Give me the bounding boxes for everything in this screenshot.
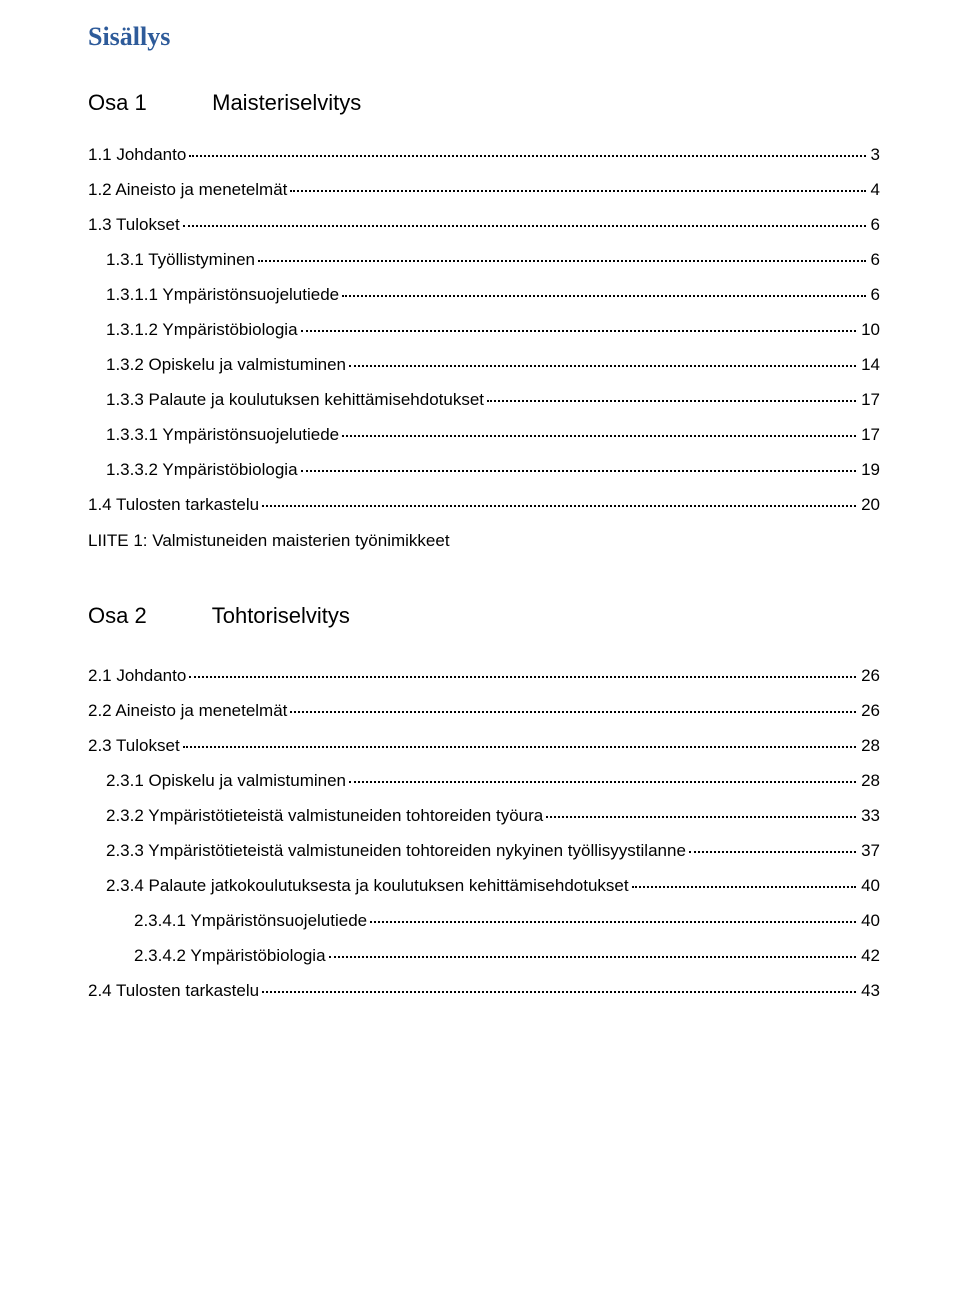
toc-label: 2.3 Tulokset <box>88 737 180 754</box>
toc-row: 2.3.4.1 Ympäristönsuojelutiede 40 <box>88 912 880 929</box>
section-2-num: Osa 2 <box>88 603 206 629</box>
toc-dots <box>349 780 856 783</box>
toc-row: 1.1 Johdanto 3 <box>88 146 880 163</box>
toc-dots <box>258 259 866 262</box>
toc-label: 1.3.2 Opiskelu ja valmistuminen <box>106 356 346 373</box>
page-title: Sisällys <box>88 22 880 52</box>
toc-dots <box>189 154 865 157</box>
toc-dots <box>689 850 856 853</box>
appendix-line: LIITE 1: Valmistuneiden maisterien työni… <box>88 531 880 551</box>
toc-label: 2.3.3 Ympäristötieteistä valmistuneiden … <box>106 842 686 859</box>
toc-row: 1.3.3.1 Ympäristönsuojelutiede 17 <box>88 426 880 443</box>
toc-label: 2.3.1 Opiskelu ja valmistuminen <box>106 772 346 789</box>
toc-page: 17 <box>859 426 880 443</box>
toc-label: 2.2 Aineisto ja menetelmät <box>88 702 287 719</box>
toc-page: 37 <box>859 842 880 859</box>
toc-row: 2.3.4.2 Ympäristöbiologia 42 <box>88 947 880 964</box>
toc-label: 1.3.3.2 Ympäristöbiologia <box>106 461 298 478</box>
toc-section-1: 1.1 Johdanto 3 1.2 Aineisto ja menetelmät… <box>88 146 880 513</box>
toc-row: 2.2 Aineisto ja menetelmät 26 <box>88 702 880 719</box>
toc-page: 40 <box>859 912 880 929</box>
toc-page: 19 <box>859 461 880 478</box>
toc-page: 3 <box>869 146 880 163</box>
toc-label: 1.3.3.1 Ympäristönsuojelutiede <box>106 426 339 443</box>
toc-dots <box>342 434 856 437</box>
toc-dots <box>290 189 865 192</box>
page: Sisällys Osa 1 Maisteriselvitys 1.1 Johd… <box>0 0 960 1057</box>
toc-row: 1.3.2 Opiskelu ja valmistuminen 14 <box>88 356 880 373</box>
toc-dots <box>329 955 857 958</box>
toc-label: 1.3 Tulokset <box>88 216 180 233</box>
toc-label: 1.1 Johdanto <box>88 146 186 163</box>
toc-row: 1.3.3 Palaute ja koulutuksen kehittämise… <box>88 391 880 408</box>
toc-label: 1.3.3 Palaute ja koulutuksen kehittämise… <box>106 391 484 408</box>
toc-page: 20 <box>859 496 880 513</box>
section-1-title: Maisteriselvitys <box>212 90 361 115</box>
section-1-num: Osa 1 <box>88 90 206 116</box>
section-2-title: Tohtoriselvitys <box>212 603 350 628</box>
section-1-heading: Osa 1 Maisteriselvitys <box>88 90 880 116</box>
toc-row: 2.3.1 Opiskelu ja valmistuminen 28 <box>88 772 880 789</box>
toc-page: 14 <box>859 356 880 373</box>
toc-dots <box>262 990 856 993</box>
toc-page: 4 <box>869 181 880 198</box>
toc-label: 2.3.4.2 Ympäristöbiologia <box>134 947 326 964</box>
toc-label: 1.4 Tulosten tarkastelu <box>88 496 259 513</box>
toc-label: 2.3.2 Ympäristötieteistä valmistuneiden … <box>106 807 543 824</box>
toc-row: 1.4 Tulosten tarkastelu 20 <box>88 496 880 513</box>
toc-row: 2.3.2 Ympäristötieteistä valmistuneiden … <box>88 807 880 824</box>
toc-row: 2.1 Johdanto 26 <box>88 667 880 684</box>
toc-page: 6 <box>869 286 880 303</box>
toc-row: 2.3 Tulokset 28 <box>88 737 880 754</box>
toc-dots <box>189 675 856 678</box>
toc-page: 33 <box>859 807 880 824</box>
toc-page: 17 <box>859 391 880 408</box>
toc-row: 1.3.1 Työllistyminen 6 <box>88 251 880 268</box>
toc-page: 10 <box>859 321 880 338</box>
toc-dots <box>487 399 856 402</box>
toc-page: 28 <box>859 772 880 789</box>
toc-dots <box>632 885 856 888</box>
toc-page: 43 <box>859 982 880 999</box>
toc-page: 40 <box>859 877 880 894</box>
toc-row: 1.3 Tulokset 6 <box>88 216 880 233</box>
toc-page: 28 <box>859 737 880 754</box>
toc-page: 42 <box>859 947 880 964</box>
toc-row: 2.3.3 Ympäristötieteistä valmistuneiden … <box>88 842 880 859</box>
toc-dots <box>342 294 865 297</box>
toc-label: 1.3.1 Työllistyminen <box>106 251 255 268</box>
toc-row: 1.3.1.2 Ympäristöbiologia 10 <box>88 321 880 338</box>
toc-page: 6 <box>869 251 880 268</box>
toc-dots <box>349 364 856 367</box>
toc-label: 2.1 Johdanto <box>88 667 186 684</box>
toc-row: 1.3.3.2 Ympäristöbiologia 19 <box>88 461 880 478</box>
toc-page: 26 <box>859 667 880 684</box>
toc-page: 26 <box>859 702 880 719</box>
toc-dots <box>262 504 856 507</box>
toc-dots <box>370 920 856 923</box>
toc-label: 1.2 Aineisto ja menetelmät <box>88 181 287 198</box>
toc-page: 6 <box>869 216 880 233</box>
toc-row: 1.3.1.1 Ympäristönsuojelutiede 6 <box>88 286 880 303</box>
toc-label: 2.3.4.1 Ympäristönsuojelutiede <box>134 912 367 929</box>
toc-label: 2.4 Tulosten tarkastelu <box>88 982 259 999</box>
section-2-heading: Osa 2 Tohtoriselvitys <box>88 603 880 629</box>
toc-dots <box>183 224 866 227</box>
toc-label: 2.3.4 Palaute jatkokoulutuksesta ja koul… <box>106 877 629 894</box>
toc-dots <box>301 469 857 472</box>
toc-label: 1.3.1.2 Ympäristöbiologia <box>106 321 298 338</box>
toc-row: 2.4 Tulosten tarkastelu 43 <box>88 982 880 999</box>
toc-dots <box>183 745 856 748</box>
toc-row: 2.3.4 Palaute jatkokoulutuksesta ja koul… <box>88 877 880 894</box>
toc-row: 1.2 Aineisto ja menetelmät 4 <box>88 181 880 198</box>
toc-section-2: 2.1 Johdanto 262.2 Aineisto ja menetelmä… <box>88 667 880 999</box>
toc-dots <box>301 329 857 332</box>
toc-dots <box>546 815 856 818</box>
toc-label: 1.3.1.1 Ympäristönsuojelutiede <box>106 286 339 303</box>
toc-dots <box>290 710 856 713</box>
